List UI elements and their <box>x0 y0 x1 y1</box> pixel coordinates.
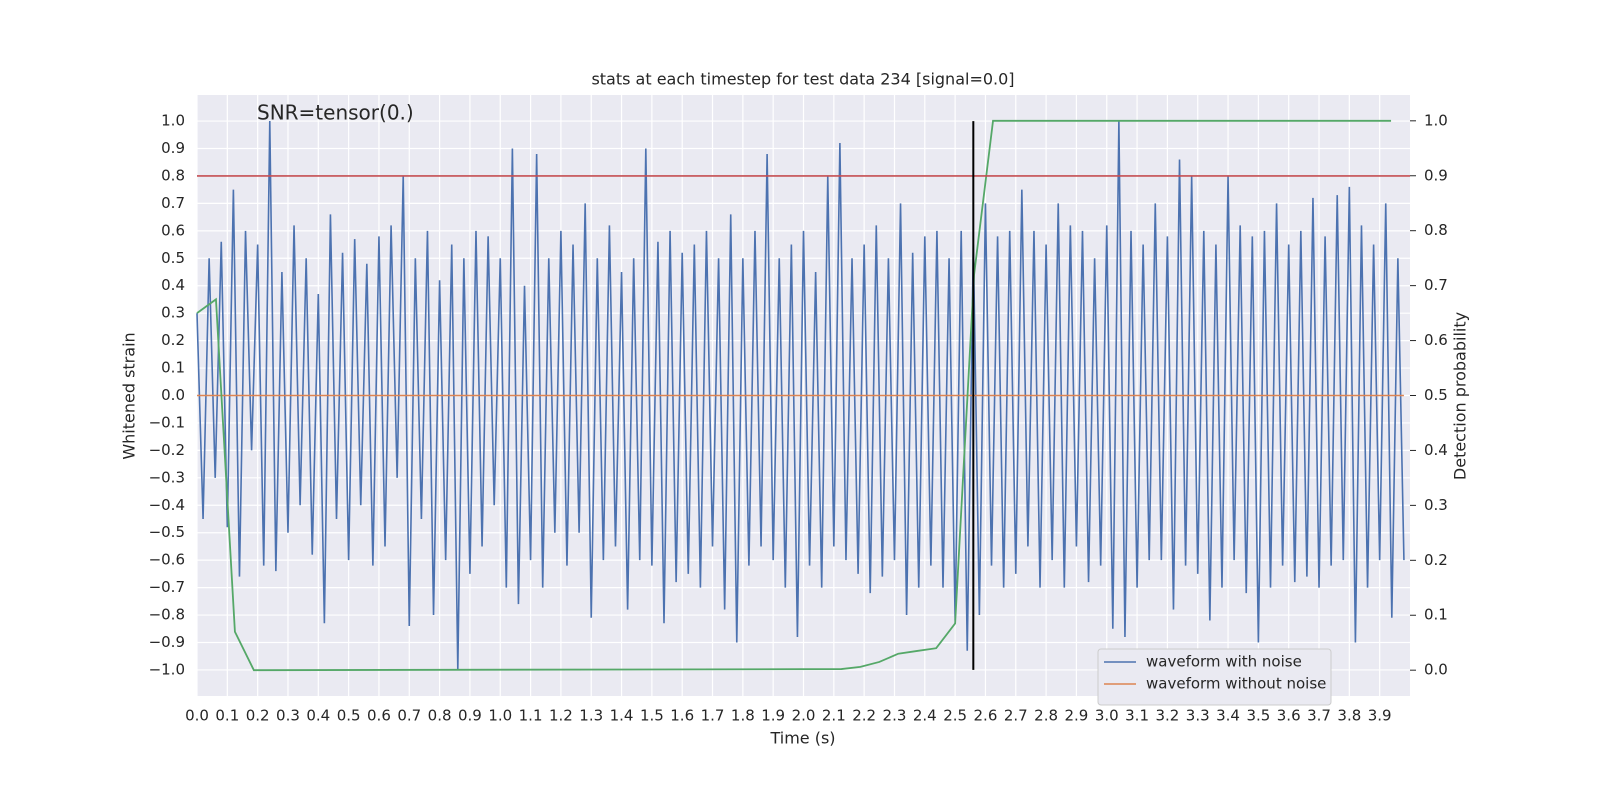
y-tick-label: −1.0 <box>149 660 185 678</box>
y-tick-label: −0.2 <box>149 441 185 459</box>
x-tick-label: 3.0 <box>1095 707 1119 725</box>
y-tick-label: −0.3 <box>149 468 185 486</box>
x-tick-label: 2.1 <box>822 707 846 725</box>
x-tick-label: 2.9 <box>1064 707 1088 725</box>
y-tick-label: 0.3 <box>161 304 185 322</box>
y2-axis-label: Detection probability <box>1451 312 1470 480</box>
y-tick-label: 1.0 <box>161 112 185 130</box>
x-tick-label: 0.1 <box>215 707 239 725</box>
x-tick-label: 3.8 <box>1337 707 1361 725</box>
y-tick-label: 0.8 <box>161 166 185 184</box>
y2-tick-label: 0.5 <box>1424 386 1448 404</box>
x-tick-label: 1.0 <box>488 707 512 725</box>
legend-label: waveform without noise <box>1146 675 1326 693</box>
y2-tick-label: 0.2 <box>1424 551 1448 569</box>
x-tick-label: 1.2 <box>549 707 573 725</box>
x-axis-label: Time (s) <box>769 729 835 748</box>
x-tick-label: 0.7 <box>397 707 421 725</box>
x-tick-label: 0.2 <box>246 707 270 725</box>
x-tick-label: 2.0 <box>792 707 816 725</box>
x-tick-label: 1.5 <box>640 707 664 725</box>
y-tick-label: 0.4 <box>161 276 185 294</box>
x-tick-label: 3.1 <box>1125 707 1149 725</box>
x-tick-label: 1.7 <box>701 707 725 725</box>
y-tick-label: −0.6 <box>149 551 185 569</box>
legend-box <box>1097 648 1332 706</box>
legend: waveform with noise waveform without nois… <box>1097 648 1332 706</box>
series-line <box>196 121 1405 670</box>
y-tick-label: −0.4 <box>149 496 185 514</box>
legend-label: waveform with noise <box>1146 653 1302 671</box>
x-tick-label: 1.3 <box>579 707 603 725</box>
x-tick-label: 0.0 <box>185 707 209 725</box>
y-tick-label: 0.6 <box>161 221 185 239</box>
x-tick-label: 2.6 <box>974 707 998 725</box>
y2-tick-label: 0.3 <box>1424 496 1448 514</box>
marks <box>196 119 1410 672</box>
x-tick-label: 0.5 <box>337 707 361 725</box>
x-tick-label: 3.5 <box>1246 707 1270 725</box>
x-tick-label: 0.6 <box>367 707 391 725</box>
y-tick-label: −0.9 <box>149 633 185 651</box>
x-tick-label: 2.3 <box>883 707 907 725</box>
y2-tick-label: 0.7 <box>1424 276 1448 294</box>
y2-tick-label: 0.1 <box>1424 606 1448 624</box>
y-tick-label: 0.2 <box>161 331 185 349</box>
y2-tick-label: 0.9 <box>1424 166 1448 184</box>
annotation: SNR=tensor(0.) <box>257 101 414 125</box>
x-tick-label: 3.3 <box>1186 707 1210 725</box>
x-tick-label: 0.8 <box>428 707 452 725</box>
x-tick-label: 3.2 <box>1155 707 1179 725</box>
y-tick-label: −0.8 <box>149 606 185 624</box>
x-tick-label: 1.6 <box>670 707 694 725</box>
series-line <box>196 119 1392 672</box>
x-tick-label: 1.8 <box>731 707 755 725</box>
y-tick-label: 0.7 <box>161 194 185 212</box>
x-tick-label: 2.7 <box>1004 707 1028 725</box>
y2-tick-label: 0.0 <box>1424 661 1448 679</box>
x-tick-label: 1.4 <box>610 707 634 725</box>
y2-tick-label: 1.0 <box>1424 111 1448 129</box>
y2-tick-label: 0.4 <box>1424 441 1448 459</box>
y-tick-label: 0.9 <box>161 139 185 157</box>
y2-tick-label: 0.6 <box>1424 331 1448 349</box>
y-tick-label: 0.0 <box>161 386 185 404</box>
x-tick-label: 0.9 <box>458 707 482 725</box>
y-tick-label: −0.1 <box>149 413 185 431</box>
x-tick-label: 3.6 <box>1277 707 1301 725</box>
x-tick-label: 2.4 <box>913 707 937 725</box>
x-tick-label: 0.3 <box>276 707 300 725</box>
x-tick-label: 3.7 <box>1307 707 1331 725</box>
y-tick-label: 0.1 <box>161 359 185 377</box>
x-tick-label: 2.2 <box>852 707 876 725</box>
y-tick-label: −0.5 <box>149 523 185 541</box>
x-tick-label: 2.5 <box>943 707 967 725</box>
chart-title: stats at each timestep for test data 234… <box>591 70 1014 89</box>
x-tick-label: 3.9 <box>1368 707 1392 725</box>
x-tick-label: 1.9 <box>761 707 785 725</box>
y2-tick-label: 0.8 <box>1424 221 1448 239</box>
y-tick-label: 0.5 <box>161 249 185 267</box>
y-tick-label: −0.7 <box>149 578 185 596</box>
x-tick-label: 1.1 <box>519 707 543 725</box>
x-tick-label: 0.4 <box>306 707 330 725</box>
x-tick-label: 2.8 <box>1034 707 1058 725</box>
x-tick-label: 3.4 <box>1216 707 1240 725</box>
y-axis-label: Whitened strain <box>120 332 139 459</box>
